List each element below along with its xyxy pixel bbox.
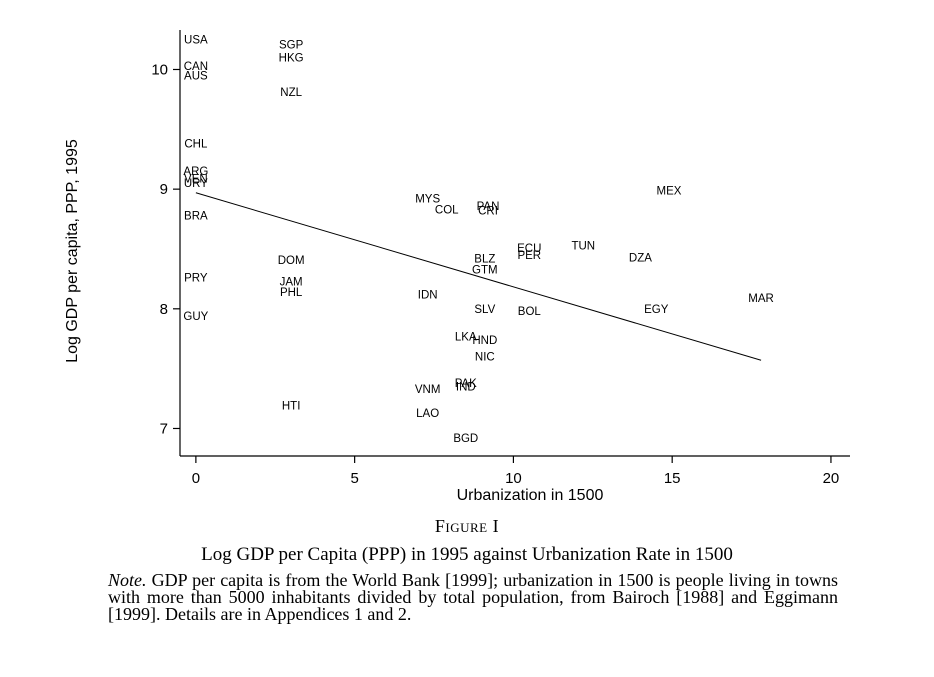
y-tick-label: 8 [160,301,168,318]
point-label-bra: BRA [184,210,208,222]
point-label-mys: MYS [415,194,440,206]
note-label: Note. [108,570,147,590]
point-label-blz: BLZ [474,254,495,266]
point-label-gtm: GTM [472,264,498,276]
point-label-dom: DOM [278,255,305,267]
point-label-ury: URY [184,178,208,190]
point-label-bgd: BGD [453,433,478,445]
point-label-bol: BOL [518,306,542,318]
point-label-ven: VEN [184,173,208,185]
point-label-jam: JAM [280,276,303,288]
figure-number: Figure I [434,516,500,536]
point-label-hti: HTI [282,401,301,413]
point-label-egy: EGY [644,304,669,316]
point-label-nzl: NZL [280,87,302,99]
point-label-mex: MEX [657,185,682,197]
point-label-hnd: HND [472,335,497,347]
x-tick-label: 20 [823,470,840,487]
point-label-dza: DZA [629,252,652,264]
point-label-pan: PAN [477,201,500,213]
point-label-idn: IDN [418,289,438,301]
point-label-can: CAN [184,61,208,73]
point-label-aus: AUS [184,70,208,82]
note-text: GDP per capita is from the World Bank [1… [108,570,838,624]
point-label-nic: NIC [475,352,495,364]
y-tick-label: 9 [160,181,168,198]
point-label-lka: LKA [455,331,477,343]
point-label-pry: PRY [184,273,208,285]
point-label-lao: LAO [416,408,439,420]
point-label-mar: MAR [748,293,774,305]
point-label-ind: IND [456,382,476,394]
y-axis-title: Log GDP per capita, PPP, 1995 [64,139,81,363]
x-tick-label: 5 [350,470,358,487]
regression-line-group [195,192,762,361]
point-label-chl: CHL [184,139,208,151]
point-label-slv: SLV [474,304,495,316]
figure-note: Note. GDP per capita is from the World B… [108,570,838,624]
x-tick-label: 0 [192,470,200,487]
point-label-arg: ARG [183,166,208,178]
point-label-tun: TUN [571,240,595,252]
point-label-vnm: VNM [415,384,441,396]
regression-line [195,192,762,361]
point-label-phl: PHL [280,287,303,299]
point-label-ecu: ECU [517,243,541,255]
axes: 0 5 10 15 20 7 8 9 10 [151,30,850,487]
point-label-col: COL [435,204,459,216]
y-tick-label: 10 [151,61,168,78]
x-axis-title: Urbanization in 1500 [457,487,604,504]
y-tick-label: 7 [160,420,168,437]
figure-title: Log GDP per Capita (PPP) in 1995 against… [201,544,733,565]
x-tick-label: 15 [664,470,681,487]
point-label-sgp: SGP [279,39,304,51]
point-label-cri: CRI [478,206,498,218]
point-label-hkg: HKG [279,53,304,65]
point-label-usa: USA [184,35,208,47]
point-label-pak: PAK [455,378,477,390]
x-tick-label: 10 [505,470,522,487]
point-label-guy: GUY [183,311,208,323]
point-label-per: PER [517,250,541,262]
